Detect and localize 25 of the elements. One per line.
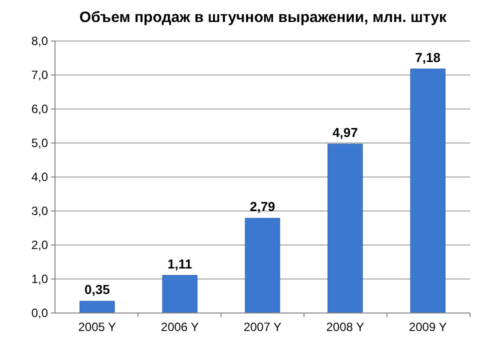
y-tick-label: 4,0 [31,170,48,184]
y-tick-label: 7,0 [31,68,48,82]
y-tick-label: 0,0 [31,306,48,320]
x-tick-label: 2005 Y [78,320,116,334]
data-label: 2,79 [250,199,276,214]
x-tick-label: 2007 Y [244,320,282,334]
data-label: 1,11 [168,256,192,272]
y-tick-label: 2,0 [31,238,48,252]
bar [80,300,115,314]
chart-title: Объем продаж в штучном выражении, млн. штук [79,9,448,26]
data-label: 4,97 [332,125,358,140]
x-tick-label: 2006 Y [160,320,199,334]
y-tick-label: 5,0 [31,136,48,150]
y-tick-label: 1,0 [31,272,48,286]
bar [410,68,446,314]
bar [244,218,280,314]
x-tick-label: 2009 Y [408,320,447,334]
bar [328,144,363,314]
x-tick-label: 2008 Y [326,320,364,334]
y-tick-label: 8,0 [31,34,48,48]
y-tick-label: 3,0 [31,204,48,218]
bar [162,275,198,314]
y-tick-label: 6,0 [31,102,48,116]
data-label: 7,18 [415,50,440,65]
data-label: 0,35 [84,282,110,298]
